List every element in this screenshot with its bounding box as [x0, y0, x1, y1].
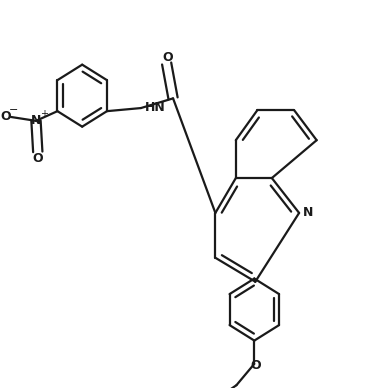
Text: N: N — [31, 114, 41, 127]
Text: HN: HN — [145, 101, 165, 114]
Text: O: O — [0, 110, 11, 123]
Text: O: O — [162, 51, 172, 64]
Text: O: O — [250, 359, 261, 372]
Text: N: N — [303, 206, 313, 219]
Text: O: O — [32, 152, 43, 165]
Text: −: − — [9, 105, 18, 115]
Text: +: + — [40, 109, 48, 119]
